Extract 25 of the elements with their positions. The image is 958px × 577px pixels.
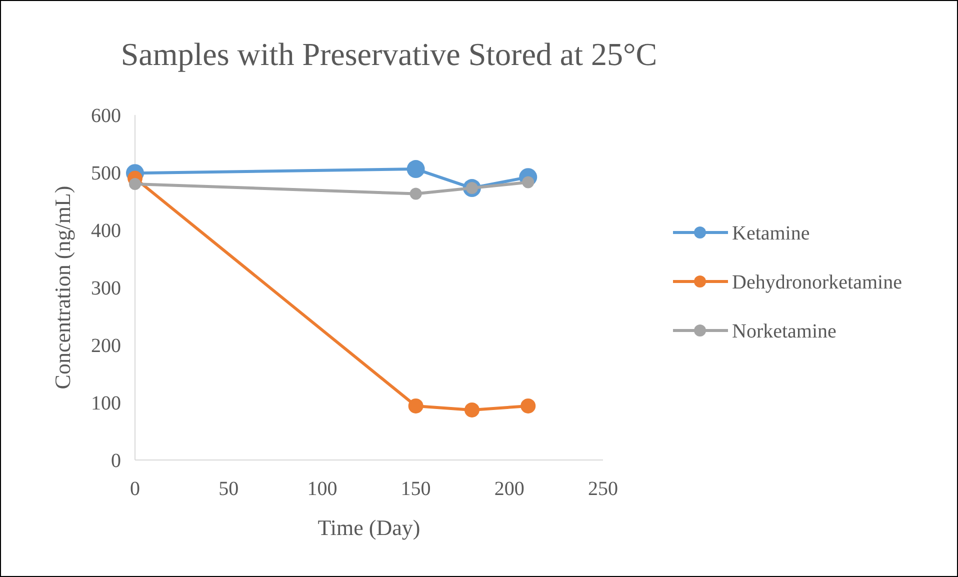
x-tick-label: 50: [218, 478, 239, 500]
x-tick-label: 150: [400, 478, 431, 500]
x-tick-label: 250: [588, 478, 618, 500]
y-tick-label: 500: [91, 162, 121, 184]
point: [129, 178, 141, 190]
chart-title: Samples with Preservative Stored at 25°C: [120, 36, 658, 72]
y-tick-label: 0: [111, 450, 121, 472]
point: [410, 188, 422, 200]
y-tick-label: 100: [91, 392, 121, 414]
y-tick-label: 600: [91, 105, 121, 127]
point: [408, 398, 424, 414]
x-axis-title: Time (Day): [318, 515, 420, 540]
x-tick-label: 200: [494, 478, 524, 500]
legend-label: Dehydronorketamine: [732, 272, 902, 294]
point: [406, 160, 425, 178]
y-tick-label: 200: [91, 335, 121, 357]
point: [464, 402, 480, 418]
legend-label: Norketamine: [732, 320, 837, 342]
y-axis-title: Concentration (ng/mL): [50, 186, 75, 390]
x-tick-label: 0: [130, 478, 140, 500]
x-tick-label: 100: [307, 478, 338, 500]
legend-label: Ketamine: [732, 222, 810, 244]
y-tick-label: 300: [91, 278, 121, 300]
point: [520, 398, 536, 414]
y-tick-label: 400: [91, 220, 121, 242]
